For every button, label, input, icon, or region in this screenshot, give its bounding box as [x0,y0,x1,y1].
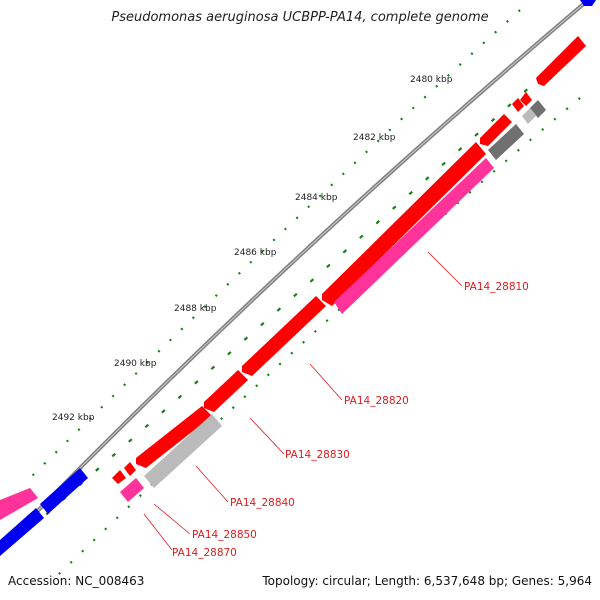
leader-line-28810 [427,251,463,287]
forward-cds-3 [520,92,532,106]
gene-label-28820: PA14_28820 [344,395,409,407]
tick-label-2490: 2490 kbp [114,359,157,369]
tick-label-2482: 2482 kbp [353,133,396,143]
leader-line-28850 [153,503,191,535]
dark-grey-feature-1 [530,100,546,118]
genome-summary-text: Topology: circular; Length: 6,537,648 bp… [262,574,592,588]
genome-backbone [0,0,592,553]
forward-cds-blue-1 [40,468,88,514]
forward-cds-5 [322,142,486,306]
forward-cds-10 [112,470,126,484]
map-title: Pseudomonas aeruginosa UCBPP-PA14, compl… [111,10,489,25]
reverse-cds-3 [0,488,38,520]
tick-label-2480: 2480 kbp [410,75,453,85]
grey-feature-small [522,108,536,124]
forward-cds-4 [480,114,512,146]
leader-line-28870 [143,513,173,551]
gc-dot-ring-outer [29,9,521,479]
accession-text: Accession: NC_008463 [8,574,145,588]
forward-cds-8 [136,406,212,468]
reverse-cds-2 [120,478,144,502]
gene-label-28870: PA14_28870 [172,547,237,559]
grey-feature-long [144,414,222,488]
tick-label-2488: 2488 kbp [174,304,217,314]
forward-cds-1 [536,36,586,86]
tick-label-2486: 2486 kbp [234,248,277,258]
genome-backbone-highlight [0,0,589,551]
forward-cds-blue-2 [0,508,44,556]
gene-label-28850: PA14_28850 [192,529,257,541]
forward-cds-2 [512,98,524,112]
gc-dot-ring-inner [57,97,581,576]
leader-line-28840 [195,465,229,503]
tick-label-2492: 2492 kbp [52,413,95,423]
gene-label-28810: PA14_28810 [464,281,529,293]
forward-cds-9 [124,462,136,476]
forward-cds-7 [204,370,248,412]
leader-line-28830 [249,417,285,455]
gene-label-28830: PA14_28830 [285,449,350,461]
gene-label-28840: PA14_28840 [230,497,295,509]
tick-label-2484: 2484 kbp [295,193,338,203]
reverse-cds-1 [334,158,494,314]
forward-cds-blue-top [580,0,596,6]
dark-grey-feature-2 [488,124,524,160]
leader-line-28820 [309,363,343,401]
forward-cds-6 [242,296,326,376]
